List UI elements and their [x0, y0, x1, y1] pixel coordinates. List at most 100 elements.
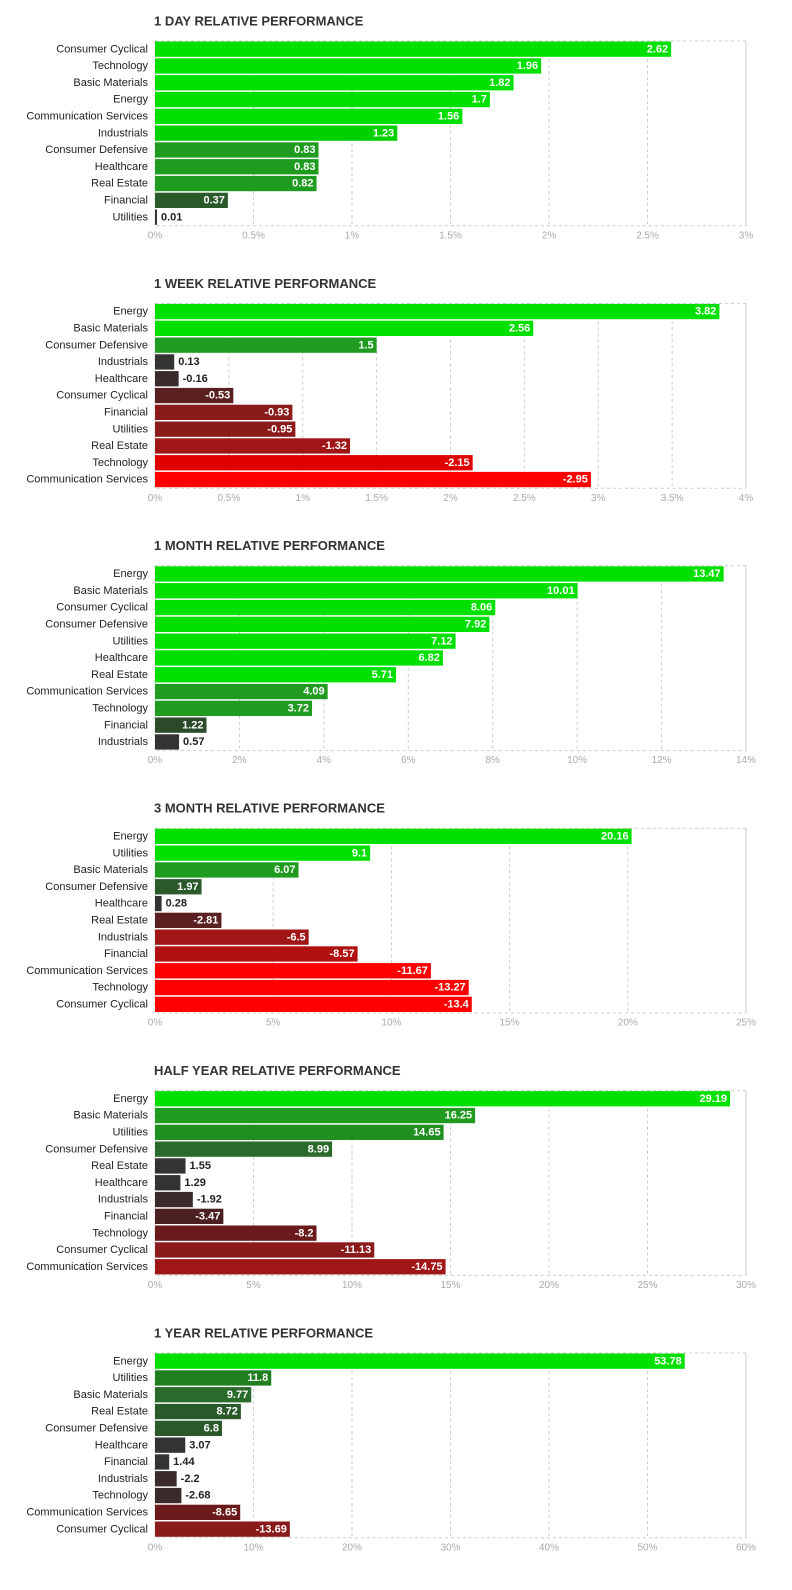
value-label: -2.95 [563, 474, 588, 486]
value-label: 6.82 [418, 652, 439, 664]
bar [155, 1208, 224, 1224]
category-label: Healthcare [95, 1177, 148, 1189]
bar [155, 192, 228, 208]
bar [155, 828, 632, 844]
category-label: Consumer Defensive [45, 1143, 148, 1155]
bar [155, 337, 377, 353]
bar [155, 1471, 177, 1487]
x-tick-label: 20% [539, 1280, 559, 1291]
category-label: Consumer Cyclical [56, 999, 148, 1011]
bar [155, 1124, 444, 1140]
x-tick-label: 2.5% [636, 230, 659, 241]
category-label: Communication Services [26, 686, 148, 698]
category-label: Healthcare [95, 1439, 148, 1451]
value-label: 1.96 [517, 60, 538, 72]
bar [155, 1437, 186, 1453]
value-label: -0.53 [205, 390, 230, 402]
value-label: -2.15 [445, 457, 470, 469]
bar [155, 471, 591, 488]
bar [155, 354, 175, 370]
bar [155, 421, 296, 437]
x-tick-label: 20% [618, 1018, 638, 1029]
value-label: -0.16 [183, 373, 208, 385]
value-label: 0.83 [294, 144, 315, 156]
category-label: Industrials [98, 736, 149, 748]
bar [155, 879, 202, 895]
category-label: Real Estate [91, 178, 148, 190]
category-label: Basic Materials [73, 1110, 148, 1122]
x-tick-label: 0% [148, 230, 163, 241]
x-tick-label: 3% [591, 493, 606, 504]
value-label: -13.27 [434, 982, 465, 994]
bar [155, 371, 179, 387]
bar [155, 734, 180, 750]
x-tick-label: 8% [485, 755, 500, 766]
category-label: Energy [113, 306, 148, 318]
bar [155, 1454, 170, 1470]
category-label: Communication Services [26, 1261, 148, 1273]
value-label: 0.01 [161, 211, 182, 223]
x-tick-label: 2% [232, 755, 247, 766]
bar [155, 91, 490, 108]
category-label: Basic Materials [73, 864, 148, 876]
category-label: Consumer Cyclical [56, 1523, 148, 1535]
category-label: Communication Services [26, 111, 148, 123]
category-label: Technology [92, 457, 148, 469]
value-label: -3.47 [195, 1211, 220, 1223]
bar [155, 320, 534, 336]
category-label: Technology [92, 1227, 148, 1239]
category-label: Financial [104, 719, 148, 731]
x-tick-label: 0.5% [242, 230, 265, 241]
category-label: Utilities [113, 1127, 149, 1139]
value-label: 1.44 [173, 1456, 195, 1468]
value-label: 14.65 [413, 1127, 441, 1139]
bar [155, 683, 328, 700]
x-tick-label: 10% [567, 755, 587, 766]
category-label: Healthcare [95, 898, 148, 910]
category-label: Industrials [98, 1473, 149, 1485]
category-label: Technology [92, 703, 148, 715]
bar [155, 1403, 241, 1420]
value-label: -11.67 [397, 965, 428, 977]
x-tick-label: 0% [148, 1018, 163, 1029]
bar [155, 41, 672, 57]
category-label: Financial [104, 195, 148, 207]
category-label: Consumer Defensive [45, 881, 148, 893]
value-label: 9.1 [352, 847, 367, 859]
bar [155, 75, 514, 91]
x-tick-label: 10% [342, 1280, 362, 1291]
value-label: 1.56 [438, 111, 459, 123]
value-label: -8.2 [295, 1227, 314, 1239]
category-label: Utilities [113, 211, 149, 223]
bar [155, 912, 222, 928]
x-tick-label: 1% [296, 493, 311, 504]
x-tick-label: 14% [736, 755, 756, 766]
value-label: 0.83 [294, 161, 315, 173]
bar [155, 1521, 290, 1537]
category-label: Basic Materials [73, 585, 148, 597]
bar [155, 1107, 476, 1124]
x-tick-label: 50% [637, 1542, 657, 1553]
chart-title: 1 DAY RELATIVE PERFORMANCE [154, 13, 364, 28]
category-label: Energy [113, 1355, 148, 1367]
x-tick-label: 1% [345, 230, 360, 241]
bar [155, 1353, 685, 1369]
x-tick-label: 4% [739, 493, 754, 504]
x-tick-label: 3% [739, 230, 754, 241]
bar [155, 108, 463, 124]
value-label: -8.57 [330, 948, 355, 960]
bar [155, 1158, 186, 1174]
bar [155, 1487, 182, 1504]
x-tick-label: 20% [342, 1542, 362, 1553]
value-label: 0.28 [166, 898, 187, 910]
value-label: 2.62 [647, 43, 668, 55]
value-label: 1.97 [177, 881, 198, 893]
category-label: Communication Services [26, 965, 148, 977]
bar [155, 142, 319, 158]
x-tick-label: 15% [440, 1280, 460, 1291]
category-label: Financial [104, 948, 148, 960]
category-label: Communication Services [26, 474, 148, 486]
category-label: Technology [92, 1490, 148, 1502]
value-label: 6.07 [274, 864, 295, 876]
